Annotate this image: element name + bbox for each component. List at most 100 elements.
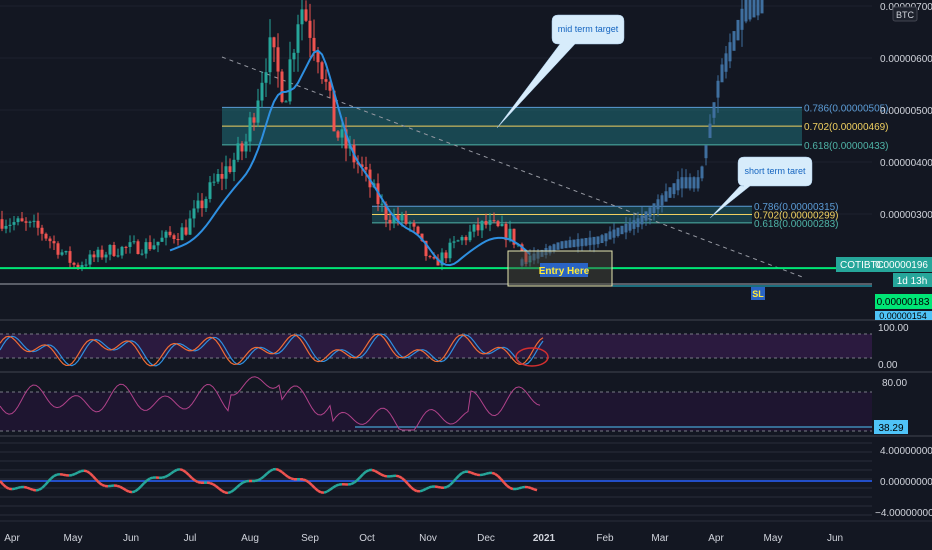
candle-body — [316, 51, 320, 63]
macd-segment — [428, 485, 433, 489]
macd-segment — [188, 474, 193, 479]
candle-body — [8, 224, 12, 226]
macd-segment — [410, 486, 415, 491]
projected-body — [648, 207, 652, 217]
time-tick-label: Nov — [419, 533, 437, 544]
projected-body — [604, 233, 608, 242]
macd-segment — [218, 487, 223, 492]
candle-body — [116, 255, 120, 257]
macd-segment — [14, 486, 19, 490]
macd-segment — [398, 475, 403, 480]
projected-body — [732, 31, 736, 51]
macd-segment — [377, 471, 382, 476]
candle-body — [328, 81, 332, 91]
candle-body — [248, 117, 252, 142]
symbol-tag: COTIBTC — [840, 260, 884, 271]
macd-segment — [317, 489, 322, 494]
projected-body — [556, 242, 560, 250]
price-axis[interactable]: 0.000007000.000006000.000005000.00000400… — [880, 2, 932, 221]
lower-price-tag: 0.00000154 — [879, 311, 927, 321]
macd-segment — [395, 474, 400, 478]
macd-segment — [125, 489, 130, 493]
projected-body — [724, 53, 728, 72]
candle-body — [396, 215, 400, 221]
macd-segment — [23, 485, 28, 489]
macd-segment — [209, 481, 214, 486]
sl-marker[interactable]: SL — [751, 287, 765, 300]
short-term-callout[interactable]: short term taret — [709, 156, 813, 219]
time-tick-label: Mar — [651, 533, 669, 544]
macd-segment — [164, 474, 169, 479]
macd-segment — [260, 475, 265, 480]
mid-term-callout[interactable]: mid term target — [496, 14, 625, 129]
macd-segment — [29, 487, 34, 492]
candle-body — [400, 214, 404, 221]
candle-body — [312, 37, 316, 52]
macd-segment — [116, 484, 121, 488]
macd-segment — [323, 490, 328, 494]
stoch-pane[interactable] — [0, 333, 872, 367]
projected-body — [728, 42, 732, 62]
macd-segment — [47, 477, 52, 483]
macd-pane[interactable] — [0, 442, 872, 516]
candle-body — [12, 222, 16, 225]
candle-body — [488, 220, 492, 225]
candle-body — [280, 71, 284, 102]
rsi-pane[interactable] — [0, 376, 872, 432]
projected-body — [644, 211, 648, 221]
macd-segment — [233, 486, 238, 491]
fib-lower-618-label: 0.618(0.00000283) — [754, 219, 839, 230]
stoch-tick-100: 100.00 — [878, 323, 909, 334]
macd-segment — [74, 471, 79, 476]
macd-segment — [419, 489, 424, 493]
macd-segment — [140, 482, 145, 488]
macd-segment — [167, 472, 172, 477]
candle-body — [168, 231, 172, 236]
candle-body — [304, 9, 308, 21]
macd-segment — [44, 480, 49, 486]
projected-body — [752, 0, 756, 18]
candle-body — [36, 220, 40, 228]
projected-body — [664, 191, 668, 202]
time-axis[interactable]: Apr May Jun Jul Aug Sep Oct Nov Dec 2021 Feb Mar Apr… — [4, 533, 843, 544]
macd-segment — [530, 486, 535, 491]
macd-segment — [221, 489, 226, 494]
macd-segment — [482, 472, 487, 476]
candle-body — [320, 62, 324, 80]
candle-body — [88, 254, 92, 265]
macd-segment — [119, 485, 124, 490]
short-term-label: short term taret — [744, 166, 806, 176]
macd-segment — [497, 475, 502, 480]
macd-segment — [314, 487, 319, 492]
time-tick-label: Sep — [301, 533, 319, 544]
macd-segment — [212, 483, 217, 488]
candle-body — [180, 227, 184, 241]
candle-body — [52, 241, 56, 244]
projected-body — [552, 244, 556, 252]
macd-segment — [146, 477, 151, 482]
macd-segment — [179, 468, 184, 472]
macd-segment — [515, 487, 520, 491]
macd-segment — [404, 479, 409, 485]
macd-tick-4: 4.00000000 — [880, 446, 932, 457]
projected-body — [560, 241, 564, 249]
macd-segment — [413, 488, 418, 493]
macd-segment — [473, 472, 478, 476]
macd-segment — [77, 469, 82, 474]
candle-body — [232, 159, 236, 173]
projected-body — [652, 203, 656, 214]
candle-body — [324, 79, 328, 82]
candle-body — [172, 235, 176, 240]
macd-segment — [422, 487, 427, 492]
stop-price-tag: 0.00000183 — [877, 297, 930, 308]
projected-body — [612, 229, 616, 238]
time-tick-label: Oct — [359, 533, 375, 544]
price-tick-label: 0.00000600 — [880, 54, 932, 65]
candle-body — [60, 252, 64, 255]
entry-box[interactable]: Entry Here — [507, 250, 613, 287]
macd-segment — [128, 490, 133, 494]
projected-body — [624, 223, 628, 233]
candle-body — [288, 59, 292, 102]
price-pane[interactable] — [0, 0, 872, 318]
